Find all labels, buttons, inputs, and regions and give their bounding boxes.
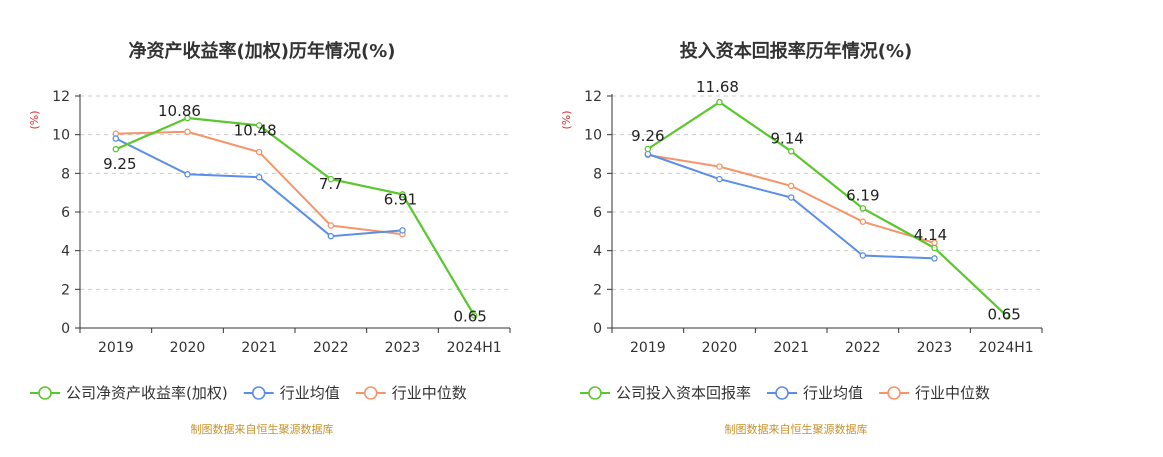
data-point-company — [399, 191, 406, 198]
legend-label: 行业均值 — [280, 384, 340, 402]
data-point-company — [1002, 312, 1010, 319]
data-point-company — [644, 145, 652, 153]
x-tick-label: 2024H1 — [979, 340, 1034, 356]
data-label: 4.14 — [914, 226, 947, 244]
source-note: 制图数据来自恒生聚源数据库 — [191, 422, 334, 436]
data-point-industry_avg — [859, 252, 867, 259]
x-tick-label: 2022 — [845, 340, 881, 356]
y-tick-label: 8 — [61, 166, 70, 182]
chart-1: 净资产收益率(加权)历年情况(%) (%) 0 2 4 6 8 10 12 2019 2020 202… — [28, 40, 511, 436]
legend-label: 公司投入资本回报率 — [616, 384, 751, 402]
legend-swatch-marker — [251, 386, 266, 400]
legend-item-industry_median: 行业中位数 — [879, 384, 990, 402]
x-tick-label: 2020 — [170, 340, 206, 356]
data-label: 10.86 — [158, 102, 201, 120]
legend-item-industry_avg: 行业均值 — [767, 384, 863, 402]
data-point-industry_median — [787, 182, 795, 190]
y-tick-label: 4 — [593, 244, 602, 260]
series-line-company — [115, 116, 476, 316]
data-point-industry_avg — [399, 227, 406, 234]
data-point-industry_median — [255, 148, 263, 156]
data-point-company — [184, 114, 191, 122]
legend-item-company: 公司净资产收益率(加权) — [30, 384, 228, 402]
y-tick-label: 0 — [593, 321, 602, 337]
legend-label: 行业均值 — [803, 384, 863, 402]
y-tick-label: 4 — [61, 244, 70, 260]
chart-title: 投入资本回报率历年情况(%) — [680, 40, 913, 62]
x-tick-label: 2019 — [98, 340, 134, 356]
data-label: 6.91 — [384, 190, 417, 208]
y-tick-label: 8 — [593, 166, 602, 182]
y-tick-label: 6 — [61, 205, 70, 221]
y-tick-label: 12 — [584, 89, 602, 105]
data-label: 9.26 — [631, 127, 664, 145]
data-point-industry_avg — [184, 171, 191, 178]
x-tick-label: 2022 — [313, 340, 349, 356]
source-note: 制图数据来自恒生聚源数据库 — [725, 422, 868, 436]
x-tick-label: 2023 — [917, 340, 953, 356]
data-point-industry_median — [184, 128, 191, 136]
data-point-industry_avg — [787, 194, 795, 201]
data-point-company — [470, 312, 478, 319]
x-tick-label: 2020 — [702, 340, 738, 356]
data-label: 9.14 — [770, 129, 803, 147]
legend-swatch-marker — [775, 386, 789, 400]
data-point-company — [859, 205, 867, 212]
data-point-industry_avg — [931, 255, 938, 262]
series-line-company — [647, 100, 1007, 317]
data-point-company — [327, 175, 335, 183]
y-tick-label: 10 — [584, 128, 602, 144]
data-point-industry_median — [859, 218, 867, 225]
legend-label: 行业中位数 — [392, 384, 467, 402]
data-point-company — [716, 98, 723, 106]
x-tick-label: 2024H1 — [447, 340, 502, 356]
chart-2: 投入资本回报率历年情况(%) (%) 0 2 4 6 8 10 12 2019 2020 2021 20… — [560, 40, 1043, 436]
x-tick-label: 2021 — [241, 340, 277, 356]
legend-swatch-marker — [363, 386, 378, 400]
chart-title: 净资产收益率(加权)历年情况(%) — [129, 40, 396, 62]
legend-swatch-marker — [588, 386, 602, 400]
legend-swatch-marker — [887, 386, 901, 400]
data-point-industry_avg — [716, 175, 723, 183]
y-tick-label: 2 — [593, 282, 602, 298]
legend-item-industry_avg: 行业均值 — [243, 384, 340, 402]
data-label: 0.65 — [987, 305, 1020, 323]
data-label: 7.7 — [319, 175, 343, 193]
legend-swatch-marker — [38, 386, 52, 400]
data-label: 6.19 — [846, 186, 879, 204]
data-label: 10.48 — [234, 121, 277, 139]
data-point-industry_avg — [255, 173, 263, 181]
data-label: 11.68 — [696, 78, 739, 96]
y-tick-label: 12 — [52, 89, 70, 105]
x-tick-label: 2023 — [385, 340, 421, 356]
data-point-industry_avg — [112, 135, 120, 142]
legend-item-company: 公司投入资本回报率 — [580, 384, 751, 402]
legend-label: 公司净资产收益率(加权) — [66, 384, 228, 402]
series-line-industry_avg — [647, 153, 935, 260]
data-point-industry_median — [716, 163, 723, 170]
data-label: 9.25 — [103, 155, 136, 173]
data-point-company — [255, 122, 263, 129]
data-point-company — [931, 244, 938, 252]
y-tick-label: 0 — [61, 321, 70, 337]
data-label: 0.65 — [453, 307, 486, 325]
series-line-industry_median — [115, 130, 403, 236]
y-axis-unit-label: (%) — [560, 110, 573, 129]
data-point-industry_median — [327, 222, 335, 229]
data-point-company — [112, 145, 120, 153]
legend-item-industry_median: 行业中位数 — [355, 384, 467, 402]
legend-label: 行业中位数 — [915, 384, 990, 402]
y-tick-label: 10 — [52, 128, 70, 144]
x-tick-label: 2021 — [773, 340, 809, 356]
y-tick-label: 2 — [61, 282, 70, 298]
data-point-industry_avg — [327, 232, 335, 240]
data-point-company — [787, 148, 795, 155]
x-tick-label: 2019 — [630, 340, 666, 356]
y-tick-label: 6 — [593, 205, 602, 221]
y-axis-unit-label: (%) — [28, 110, 41, 129]
